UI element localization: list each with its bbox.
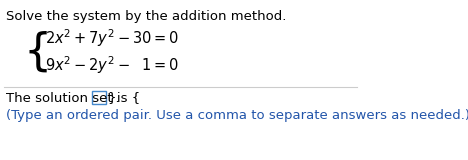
- Text: }.: }.: [107, 92, 120, 104]
- Text: (Type an ordered pair. Use a comma to separate answers as needed.): (Type an ordered pair. Use a comma to se…: [6, 109, 468, 123]
- Text: $9x^2 - 2y^2 -\ \ 1 = 0$: $9x^2 - 2y^2 -\ \ 1 = 0$: [44, 54, 179, 76]
- FancyBboxPatch shape: [93, 91, 106, 104]
- Text: Solve the system by the addition method.: Solve the system by the addition method.: [6, 10, 286, 23]
- Text: $\{$: $\{$: [23, 30, 48, 74]
- Text: $2x^2 + 7y^2 - 30 = 0$: $2x^2 + 7y^2 - 30 = 0$: [44, 27, 179, 49]
- Text: The solution set is {: The solution set is {: [6, 92, 140, 104]
